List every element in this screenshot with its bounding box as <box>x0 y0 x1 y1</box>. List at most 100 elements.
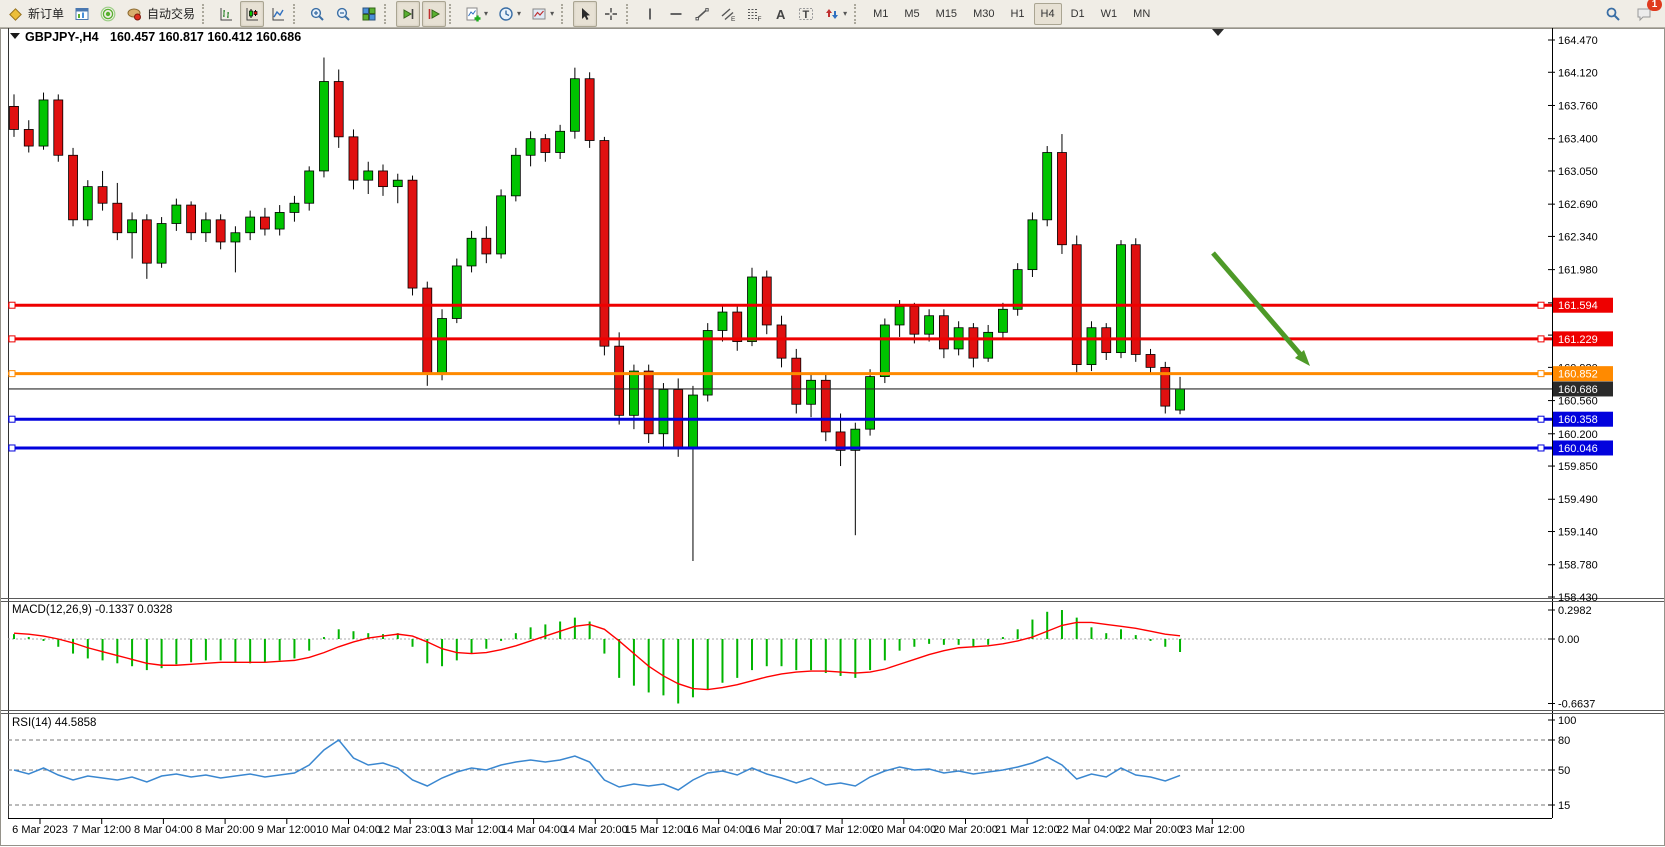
bullish-candle <box>510 154 521 197</box>
text-label-icon: T <box>798 6 814 22</box>
chart-shift-marker-icon[interactable] <box>1212 29 1224 36</box>
hline-handle[interactable] <box>8 335 16 343</box>
arrows-icon <box>824 6 840 22</box>
line-chart-button[interactable] <box>266 1 290 27</box>
bar-chart-button[interactable] <box>214 1 238 27</box>
zoom-out-button[interactable] <box>331 1 355 27</box>
time-tick-label: 8 Mar 04:00 <box>134 824 193 836</box>
cursor-button[interactable] <box>573 0 598 27</box>
hline-price-label <box>1553 411 1613 427</box>
price-tick-label: 160.200 <box>1558 429 1598 441</box>
timeframe-h1-button[interactable]: H1 <box>1010 7 1025 20</box>
rsi-line <box>13 738 1181 791</box>
new-order-button[interactable]: 新订单 <box>3 1 68 27</box>
horizontal-line-button[interactable] <box>664 1 688 27</box>
toolbar-separator <box>202 3 211 24</box>
timeframe-mn-button[interactable]: MN <box>1133 7 1151 20</box>
horizontal-lines: 161.594 161.229 160.852 160.686 160.358 160.0… <box>8 297 1613 456</box>
bullish-candle <box>451 265 462 319</box>
dropdown-caret-icon[interactable]: ▾ <box>550 9 555 18</box>
timeframe-m5-button[interactable]: M5 <box>904 7 920 20</box>
hline-price-label-text: 160.358 <box>1558 414 1598 426</box>
fibonacci-button[interactable]: F <box>742 1 766 27</box>
dropdown-caret-icon[interactable]: ▾ <box>484 9 489 18</box>
title-dropdown-icon[interactable] <box>10 33 20 39</box>
trendline-button[interactable] <box>690 1 714 27</box>
timeframe-w1-button[interactable]: W1 <box>1100 7 1118 20</box>
hline-handle[interactable] <box>1537 444 1545 452</box>
search-button[interactable] <box>1601 1 1625 27</box>
zoom-in-button[interactable] <box>305 1 329 27</box>
hline-handle[interactable] <box>1537 415 1545 423</box>
channel-button[interactable]: E <box>716 1 740 27</box>
bullish-candle <box>466 237 477 267</box>
time-tick-label: 8 Mar 20:00 <box>196 824 255 836</box>
arrows-button[interactable]: ▾ <box>820 1 851 27</box>
periods-button[interactable]: ▾ <box>494 1 525 27</box>
auto-scroll-button[interactable] <box>396 0 421 27</box>
bullish-candle <box>437 318 447 375</box>
vertical-line-button[interactable] <box>638 1 662 27</box>
notifications-button[interactable]: 1 <box>1632 0 1662 27</box>
bearish-candle <box>643 370 654 435</box>
crosshair-button[interactable] <box>599 1 623 27</box>
hline-price-label-text: 160.046 <box>1558 443 1598 455</box>
toolbar-separator <box>561 3 570 24</box>
rsi-panel: 100 80 50 15 <box>8 715 1576 812</box>
hline-handle[interactable] <box>8 444 16 452</box>
text-button[interactable]: A <box>768 1 792 27</box>
bearish-candle <box>186 204 197 234</box>
down-arrow-line[interactable] <box>1211 251 1302 356</box>
dropdown-caret-icon[interactable]: ▾ <box>517 9 522 18</box>
rsi-scale-label: 50 <box>1558 765 1570 777</box>
price-tick-label: 162.690 <box>1558 199 1598 211</box>
time-tick-label: 7 Mar 12:00 <box>72 824 131 836</box>
price-tick-label: 159.490 <box>1558 494 1598 506</box>
bearish-candle <box>584 78 595 141</box>
time-tick-label: 22 Mar 20:00 <box>1118 824 1183 836</box>
bullish-candle <box>1116 244 1126 354</box>
dropdown-caret-icon[interactable]: ▾ <box>843 9 848 18</box>
bullish-candle <box>688 394 698 449</box>
trend-arrow[interactable] <box>1211 251 1310 366</box>
timeframe-d1-button[interactable]: D1 <box>1070 7 1085 20</box>
bearish-candle <box>791 357 802 405</box>
hline-handle[interactable] <box>8 415 16 423</box>
time-tick-label: 6 Mar 2023 <box>12 824 68 836</box>
bullish-candle <box>156 223 167 264</box>
time-tick-label: 16 Mar 20:00 <box>748 824 813 836</box>
macd-panel: 0.2982 0.00 -0.6637 <box>8 605 1595 711</box>
bearish-candle <box>835 431 846 451</box>
timeframe-m1-button[interactable]: M1 <box>873 7 889 20</box>
bullish-candle <box>1086 327 1097 366</box>
hline-handle[interactable] <box>8 370 16 378</box>
chart-window-button[interactable] <box>70 1 94 27</box>
timeframe-m30-button[interactable]: M30 <box>973 7 995 20</box>
new-order-label: 新订单 <box>28 7 65 21</box>
hline-handle[interactable] <box>1537 301 1545 309</box>
chart-shift-button[interactable] <box>422 0 447 27</box>
bearish-candle <box>97 186 108 204</box>
toolbar-separator <box>626 3 635 24</box>
time-axis: 6 Mar 2023 7 Mar 12:00 8 Mar 04:00 8 Mar 20… <box>12 819 1245 836</box>
templates-button[interactable]: ▾ <box>527 1 558 27</box>
autotrading-icon <box>126 6 143 22</box>
bullish-candle <box>1027 219 1038 271</box>
bullish-candle <box>658 389 669 435</box>
down-arrow-head[interactable] <box>1295 350 1310 366</box>
tile-windows-button[interactable] <box>357 1 381 27</box>
signal-button[interactable] <box>96 1 120 27</box>
hline-handle[interactable] <box>1537 370 1545 378</box>
timeframe-m15-button[interactable]: M15 <box>935 7 958 20</box>
timeframe-h4-button[interactable]: H4 <box>1033 2 1062 25</box>
bearish-candle <box>968 327 979 359</box>
bullish-candle <box>38 99 49 147</box>
hline-handle[interactable] <box>8 301 16 309</box>
candlestick-chart-button[interactable] <box>240 0 265 27</box>
bearish-candle <box>260 216 270 230</box>
text-label-button[interactable]: T <box>794 1 818 27</box>
autotrading-button[interactable]: 自动交易 <box>122 1 199 27</box>
hline-handle[interactable] <box>1537 335 1545 343</box>
indicators-button[interactable]: ▾ <box>461 1 492 27</box>
